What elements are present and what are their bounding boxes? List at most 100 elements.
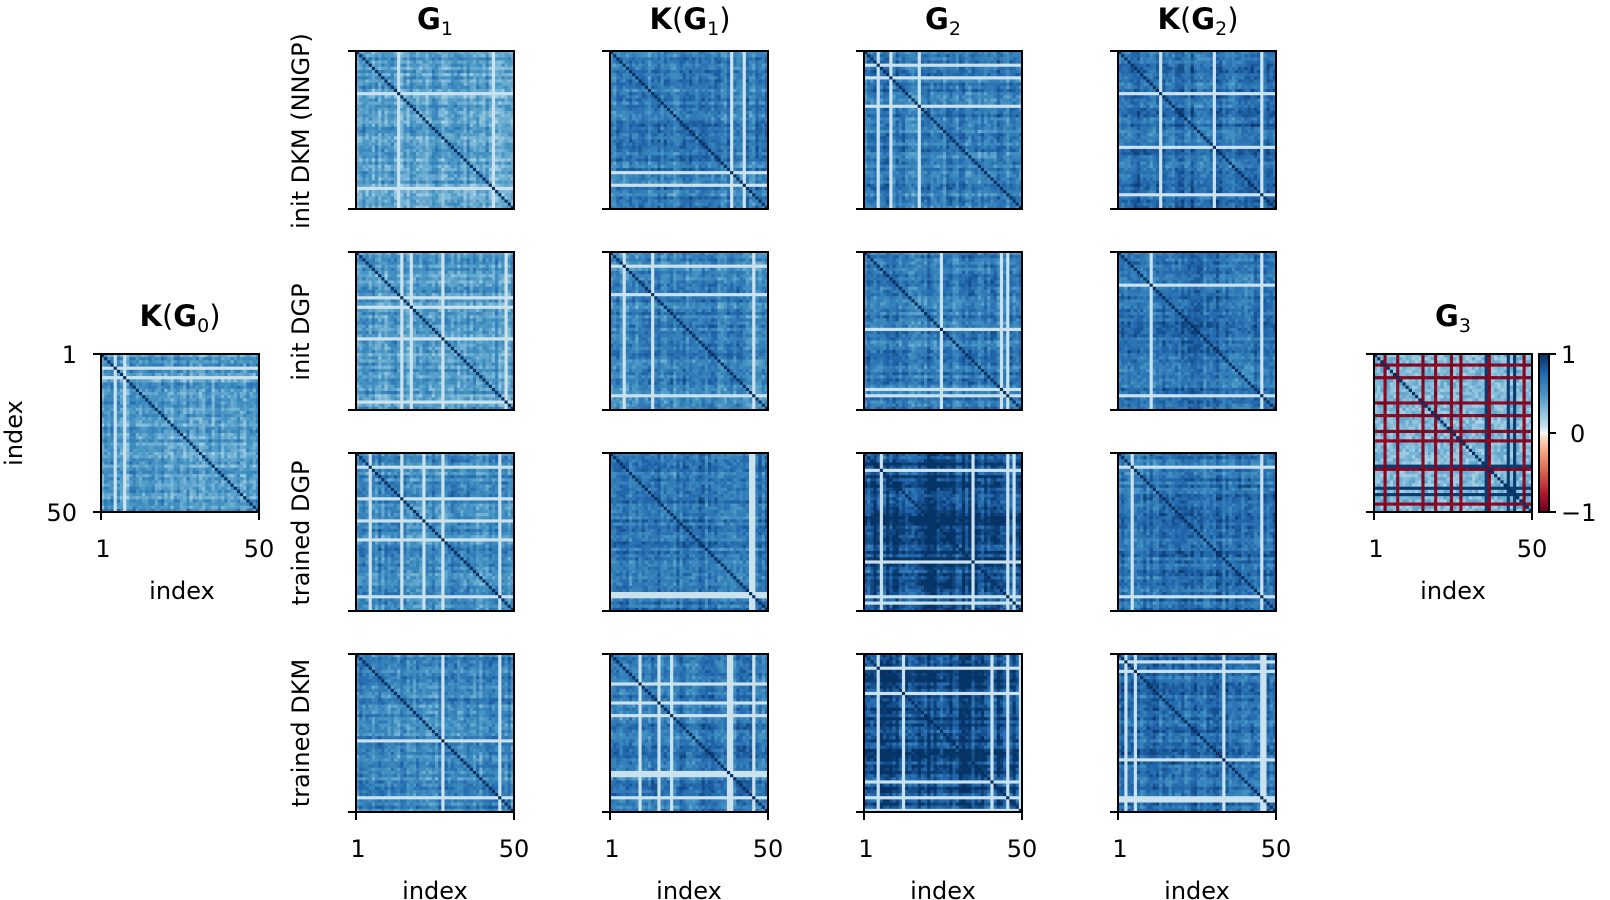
heatmap-cell: [114, 389, 118, 393]
heatmap-cell: [126, 389, 130, 393]
heatmap-cell: [155, 392, 159, 396]
heatmap-cell: [240, 376, 244, 380]
heatmap-cell: [148, 398, 152, 402]
heatmap-cell: [227, 401, 231, 405]
heatmap-cell: [199, 382, 203, 386]
heatmap-cell: [133, 370, 137, 374]
heatmap-cell: [110, 401, 114, 405]
heatmap-cell: [231, 367, 235, 371]
heatmap-cell: [212, 373, 216, 377]
heatmap-cell: [221, 401, 225, 405]
heatmap-cell: [205, 398, 209, 402]
heatmap-cell: [227, 367, 231, 371]
heatmap-cell: [212, 376, 216, 380]
heatmap-cell: [129, 398, 133, 402]
heatmap-cell: [148, 405, 152, 409]
heatmap-cell: [240, 367, 244, 371]
heatmap-cell: [234, 357, 238, 361]
heatmap-cell: [221, 363, 225, 367]
heatmap-cell: [186, 367, 190, 371]
heatmap-cell: [218, 379, 222, 383]
heatmap-cell: [212, 398, 216, 402]
heatmap-cell: [161, 379, 165, 383]
heatmap-cell: [123, 373, 127, 377]
heatmap-cell: [177, 360, 181, 364]
heatmap-cell: [123, 405, 127, 409]
heatmap-cell: [148, 373, 152, 377]
heatmap-cell: [167, 401, 171, 405]
heatmap-cell: [167, 405, 171, 409]
heatmap-cell: [129, 392, 133, 396]
heatmap-cell: [104, 395, 108, 399]
heatmap-cell: [183, 398, 187, 402]
heatmap-cell: [158, 386, 162, 390]
heatmap-cell: [155, 367, 159, 371]
heatmap-cell: [199, 401, 203, 405]
heatmap-cell: [208, 379, 212, 383]
heatmap-cell: [120, 382, 124, 386]
heatmap-cell: [186, 370, 190, 374]
heatmap-cell: [186, 357, 190, 361]
heatmap-cell: [189, 370, 193, 374]
heatmap-cell: [148, 401, 152, 405]
heatmap-cell: [224, 398, 228, 402]
heatmap-cell: [161, 386, 165, 390]
heatmap-cell: [250, 370, 254, 374]
heatmap-cell: [253, 376, 257, 380]
heatmap-cell: [145, 376, 149, 380]
heatmap-cell: [161, 373, 165, 377]
heatmap-cell: [215, 389, 219, 393]
heatmap-cell: [171, 405, 175, 409]
heatmap-cell: [215, 398, 219, 402]
heatmap-cell: [117, 389, 121, 393]
heatmap-cell: [142, 357, 146, 361]
heatmap-cell: [205, 360, 209, 364]
heatmap-cell: [133, 401, 137, 405]
heatmap-cell: [205, 405, 209, 409]
heatmap-cell: [161, 370, 165, 374]
heatmap-cell: [196, 398, 200, 402]
heatmap-cell: [110, 379, 114, 383]
heatmap-cell: [129, 401, 133, 405]
heatmap-cell: [202, 373, 206, 377]
heatmap-cell: [240, 360, 244, 364]
heatmap-cell: [193, 401, 197, 405]
heatmap-cell: [196, 392, 200, 396]
heatmap-cell: [142, 389, 146, 393]
heatmap-cell: [167, 376, 171, 380]
heatmap-cell: [243, 395, 247, 399]
heatmap-cell: [221, 405, 225, 409]
heatmap-cell: [237, 370, 241, 374]
heatmap-cell: [110, 367, 114, 371]
heatmap-cell: [218, 398, 222, 402]
heatmap-cell: [208, 382, 212, 386]
heatmap-cell: [208, 395, 212, 399]
heatmap-cell: [177, 405, 181, 409]
heatmap-cell: [142, 360, 146, 364]
heatmap-cell: [120, 398, 124, 402]
heatmap-cell: [243, 360, 247, 364]
heatmap-cell: [148, 370, 152, 374]
heatmap-cell: [240, 392, 244, 396]
heatmap-cell: [205, 386, 209, 390]
heatmap-cell: [164, 379, 168, 383]
heatmap-cell: [110, 382, 114, 386]
heatmap-cell: [126, 373, 130, 377]
heatmap-cell: [246, 376, 250, 380]
heatmap-cell: [212, 379, 216, 383]
heatmap-cell: [183, 386, 187, 390]
heatmap-cell: [224, 376, 228, 380]
figure: K(G0) index index 1 50 1 50 G1 K(G1) G2 …: [0, 0, 1610, 900]
heatmap-cell: [253, 379, 257, 383]
heatmap-cell: [180, 370, 184, 374]
heatmap-cell: [186, 373, 190, 377]
heatmap-cell: [243, 370, 247, 374]
heatmap-cell: [142, 405, 146, 409]
heatmap-cell: [145, 398, 149, 402]
heatmap-cell: [202, 401, 206, 405]
heatmap-cell: [164, 392, 168, 396]
heatmap-cell: [133, 395, 137, 399]
heatmap-cell: [189, 395, 193, 399]
heatmap-cell: [218, 370, 222, 374]
heatmap-cell: [240, 386, 244, 390]
